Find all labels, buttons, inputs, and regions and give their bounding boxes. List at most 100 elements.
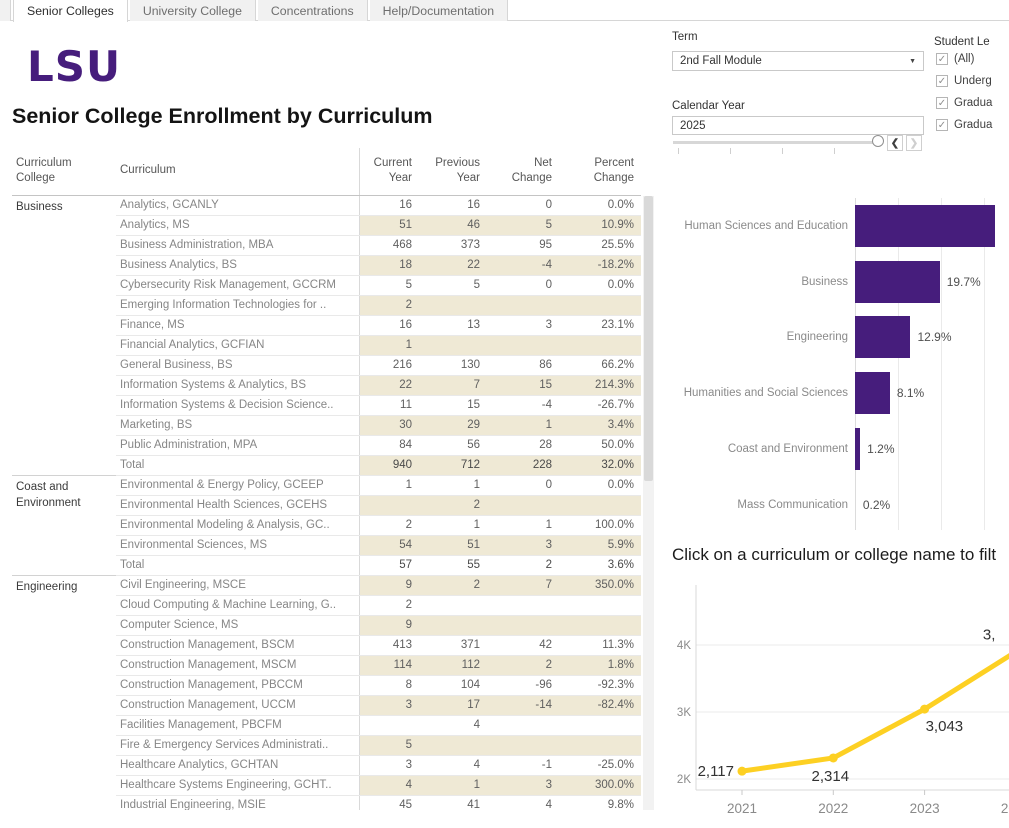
net-value-cell: -1 (487, 755, 559, 776)
student-level-option[interactable]: ✓ Gradua (936, 118, 1009, 132)
bar-category-label[interactable]: Mass Communication (737, 498, 848, 511)
curriculum-name-cell[interactable]: Environmental Health Sciences, GCEHS (116, 495, 359, 516)
x-axis-tick-label: 2023 (910, 801, 940, 816)
curriculum-name-cell[interactable]: Healthcare Systems Engineering, GCHT.. (116, 775, 359, 796)
tab-university-college[interactable]: University College (129, 0, 256, 21)
bar-value-label: 19.7% (946, 274, 981, 289)
header-curriculum-college[interactable]: Curriculum College (12, 148, 116, 196)
bar-gridline (941, 198, 942, 530)
line-point[interactable] (828, 753, 838, 763)
percent-value-cell: -26.7% (559, 395, 641, 416)
table-row: Industrial Engineering, MSIE 45 41 4 9.8% (12, 795, 641, 810)
curriculum-name-cell[interactable]: Construction Management, BSCM (116, 635, 359, 656)
percent-value-cell: 3.6% (559, 555, 641, 576)
curriculum-name-cell[interactable]: Total (116, 455, 359, 476)
curriculum-name-cell[interactable]: Environmental Modeling & Analysis, GC.. (116, 515, 359, 536)
college-name-cell[interactable]: Business (16, 200, 63, 213)
checkbox-checked-icon[interactable]: ✓ (936, 75, 948, 87)
net-value-cell: 2 (487, 555, 559, 576)
student-level-option[interactable]: ✓ Underg (936, 74, 1009, 88)
curriculum-name-cell[interactable]: Computer Science, MS (116, 615, 359, 636)
curriculum-name-cell[interactable]: Healthcare Analytics, GCHTAN (116, 755, 359, 776)
current-value-cell: 11 (358, 395, 419, 416)
college-bar[interactable] (855, 372, 890, 415)
bar-category-label[interactable]: Coast and Environment (727, 442, 848, 455)
curriculum-name-cell[interactable]: Construction Management, UCCM (116, 695, 359, 716)
college-bar[interactable] (855, 205, 995, 247)
previous-value-cell: 1 (419, 775, 487, 796)
line-point[interactable] (920, 704, 930, 714)
calendar-year-input[interactable]: 2025 (672, 116, 924, 135)
bar-value-label: 0.2% (862, 497, 891, 512)
curriculum-name-cell[interactable]: Environmental Sciences, MS (116, 535, 359, 556)
college-name-cell[interactable]: Engineering (12, 574, 116, 810)
student-level-option[interactable]: ✓ (All) (936, 52, 1009, 66)
bar-category-label[interactable]: Business (801, 275, 848, 288)
tab-concentrations[interactable]: Concentrations (257, 0, 368, 21)
header-previous-year[interactable]: Previous Year (419, 148, 487, 196)
college-name-cell[interactable]: Coast and Environment (12, 474, 116, 575)
table-scrollbar[interactable] (643, 196, 654, 810)
curriculum-name-cell[interactable]: Cybersecurity Risk Management, GCCRM (116, 275, 359, 296)
tab-senior-colleges[interactable]: Senior Colleges (13, 0, 128, 22)
header-net-change[interactable]: Net Change (487, 148, 559, 196)
curriculum-name-cell[interactable]: Industrial Engineering, MSIE (116, 795, 359, 810)
curriculum-name-cell[interactable]: Business Analytics, BS (116, 255, 359, 276)
curriculum-name-cell[interactable]: Business Administration, MBA (116, 235, 359, 256)
curriculum-name-cell[interactable]: Fire & Emergency Services Administrati.. (116, 735, 359, 756)
table-row: Construction Management, PBCCM 8 104 -96 -92… (12, 675, 641, 696)
percent-value-cell: 5.9% (559, 535, 641, 556)
tab-help-documentation[interactable]: Help/Documentation (369, 0, 509, 21)
bar-category-label[interactable]: Humanities and Social Sciences (683, 387, 848, 400)
net-value-cell (487, 495, 559, 516)
current-value-cell: 9 (358, 615, 419, 636)
curriculum-name-cell[interactable]: Finance, MS (116, 315, 359, 336)
curriculum-name-cell[interactable]: Information Systems & Analytics, BS (116, 375, 359, 396)
college-bar[interactable] (855, 427, 860, 470)
checkbox-label: (All) (954, 53, 975, 65)
table-row: Healthcare Analytics, GCHTAN 3 4 -1 -25.0% (12, 755, 641, 776)
checkbox-checked-icon[interactable]: ✓ (936, 97, 948, 109)
calendar-year-slider-track[interactable] (673, 141, 878, 144)
header-curriculum[interactable]: Curriculum (116, 148, 359, 196)
slider-next-button[interactable]: ❯ (906, 135, 922, 151)
table-row: Business Analytics, BS 18 22 -4 -18.2% (12, 255, 641, 276)
header-current-year[interactable]: Current Year (358, 148, 419, 196)
curriculum-name-cell[interactable]: Civil Engineering, MSCE (116, 574, 359, 596)
curriculum-name-cell[interactable]: General Business, BS (116, 355, 359, 376)
checkbox-checked-icon[interactable]: ✓ (936, 119, 948, 131)
bar-category-label[interactable]: Human Sciences and Education (684, 220, 848, 232)
table-row: Public Administration, MPA 84 56 28 50.0% (12, 435, 641, 456)
line-point[interactable] (737, 766, 747, 776)
current-value-cell: 216 (358, 355, 419, 376)
header-percent-change[interactable]: Percent Change (559, 148, 641, 196)
net-value-cell: 1 (487, 415, 559, 436)
bar-category-label[interactable]: Engineering (786, 331, 848, 344)
curriculum-name-cell[interactable]: Facilities Management, PBCFM (116, 715, 359, 736)
curriculum-name-cell[interactable]: Marketing, BS (116, 415, 359, 436)
table-row: Total 57 55 2 3.6% (12, 555, 641, 576)
table-row: Environmental Modeling & Analysis, GC.. 2… (12, 515, 641, 536)
previous-value-cell: 2 (419, 495, 487, 516)
curriculum-name-cell[interactable]: Public Administration, MPA (116, 435, 359, 456)
curriculum-name-cell[interactable]: Construction Management, MSCM (116, 655, 359, 676)
curriculum-name-cell[interactable]: Financial Analytics, GCFIAN (116, 335, 359, 356)
college-bar[interactable] (855, 260, 940, 303)
term-dropdown[interactable]: 2nd Fall Module ▼ (672, 51, 924, 71)
calendar-year-slider-handle[interactable] (872, 135, 884, 147)
checkbox-checked-icon[interactable]: ✓ (936, 53, 948, 65)
curriculum-name-cell[interactable]: Analytics, MS (116, 215, 359, 236)
curriculum-name-cell[interactable]: Analytics, GCANLY (116, 195, 359, 216)
curriculum-name-cell[interactable]: Construction Management, PBCCM (116, 675, 359, 696)
curriculum-name-cell[interactable]: Environmental & Energy Policy, GCEEP (116, 474, 359, 496)
slider-prev-button[interactable]: ❮ (887, 135, 903, 151)
table-row: Information Systems & Decision Science..… (12, 395, 641, 416)
student-level-option[interactable]: ✓ Gradua (936, 96, 1009, 110)
college-bar[interactable] (855, 316, 910, 359)
curriculum-name-cell[interactable]: Cloud Computing & Machine Learning, G.. (116, 595, 359, 616)
curriculum-name-cell[interactable]: Information Systems & Decision Science.. (116, 395, 359, 416)
curriculum-name-cell[interactable]: Total (116, 555, 359, 576)
table-scrollbar-thumb[interactable] (644, 196, 653, 481)
curriculum-name-cell[interactable]: Emerging Information Technologies for .. (116, 295, 359, 316)
y-axis-tick-label: 2K (677, 774, 691, 786)
